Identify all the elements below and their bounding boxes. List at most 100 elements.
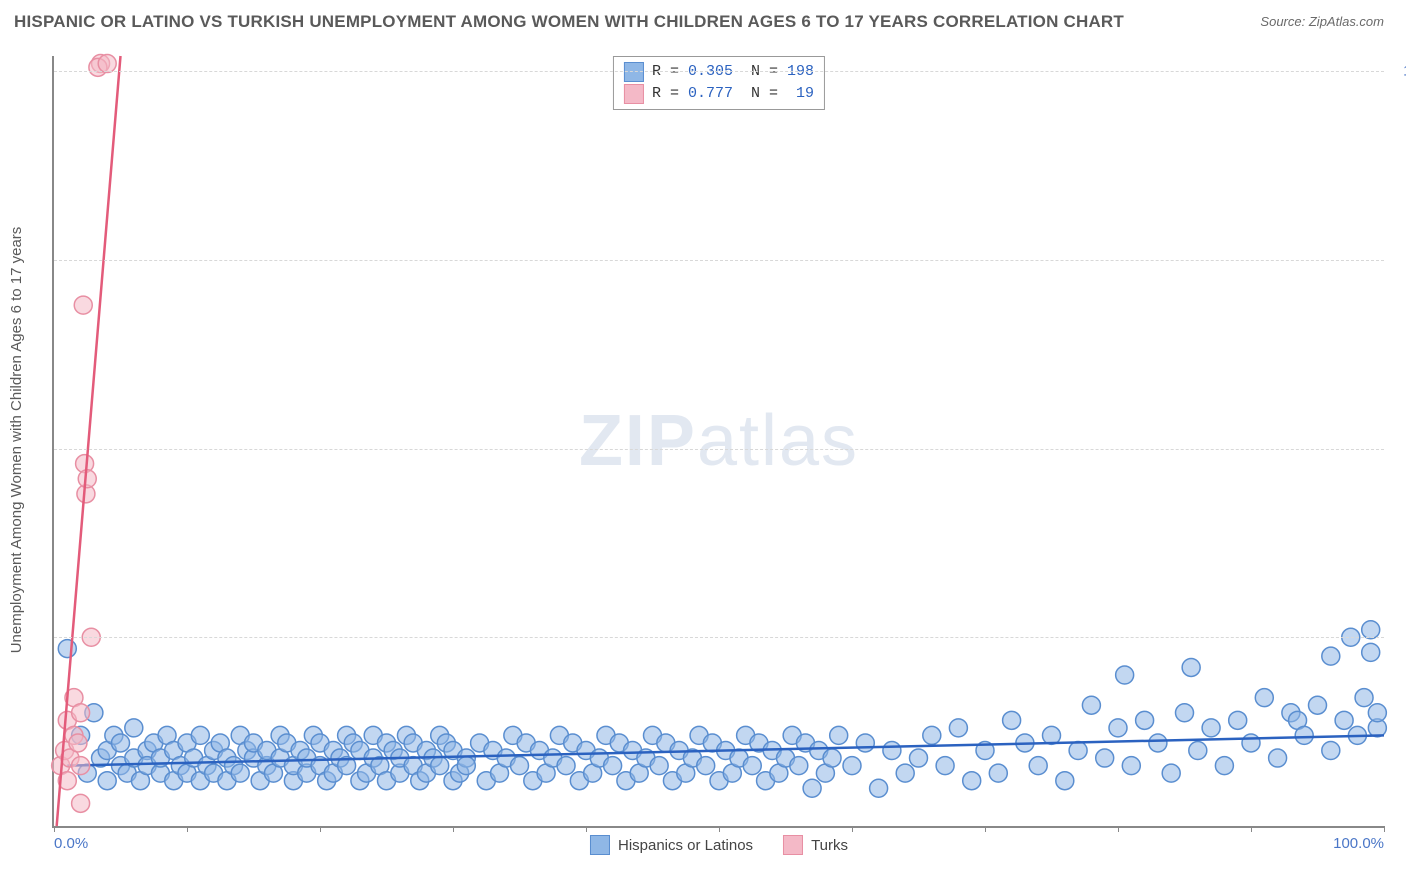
data-point xyxy=(989,764,1007,782)
source-label: Source: xyxy=(1260,14,1305,29)
data-point xyxy=(69,734,87,752)
data-point xyxy=(1335,711,1353,729)
x-tick-mark xyxy=(719,826,720,832)
data-point xyxy=(557,757,575,775)
data-point xyxy=(1109,719,1127,737)
data-point xyxy=(790,757,808,775)
data-point xyxy=(1362,621,1380,639)
data-point xyxy=(431,757,449,775)
chart-svg xyxy=(54,56,1384,826)
source-attribution: Source: ZipAtlas.com xyxy=(1260,14,1384,29)
data-point xyxy=(650,757,668,775)
data-point xyxy=(231,764,249,782)
data-point xyxy=(98,772,116,790)
data-point xyxy=(98,55,116,73)
data-point xyxy=(1029,757,1047,775)
data-point xyxy=(604,757,622,775)
x-tick-mark xyxy=(586,826,587,832)
y-tick-label: 100.0% xyxy=(1394,63,1406,80)
gridline-h xyxy=(54,71,1384,72)
data-point xyxy=(1003,711,1021,729)
y-tick-label: 50.0% xyxy=(1394,440,1406,457)
data-point xyxy=(72,794,90,812)
data-point xyxy=(843,757,861,775)
data-point xyxy=(1295,726,1313,744)
data-point xyxy=(1056,772,1074,790)
data-point xyxy=(511,757,529,775)
data-point xyxy=(830,726,848,744)
swatch-turks-bottom xyxy=(783,835,803,855)
x-tick-mark xyxy=(1251,826,1252,832)
x-tick-mark xyxy=(852,826,853,832)
data-point xyxy=(1069,742,1087,760)
y-tick-label: 25.0% xyxy=(1394,629,1406,646)
legend-label-turks: Turks xyxy=(811,837,848,854)
data-point xyxy=(125,719,143,737)
data-point xyxy=(1162,764,1180,782)
gridline-h xyxy=(54,637,1384,638)
x-tick-mark xyxy=(985,826,986,832)
x-tick-mark xyxy=(453,826,454,832)
chart-container: HISPANIC OR LATINO VS TURKISH UNEMPLOYME… xyxy=(0,0,1406,892)
data-point xyxy=(936,757,954,775)
data-point xyxy=(1215,757,1233,775)
data-point xyxy=(1255,689,1273,707)
x-tick-mark xyxy=(54,826,55,832)
data-point xyxy=(74,296,92,314)
chart-title: HISPANIC OR LATINO VS TURKISH UNEMPLOYME… xyxy=(14,12,1124,32)
data-point xyxy=(963,772,981,790)
data-point xyxy=(1149,734,1167,752)
swatch-hispanic-bottom xyxy=(590,835,610,855)
data-point xyxy=(72,704,90,722)
data-point xyxy=(1176,704,1194,722)
legend-item-hispanic: Hispanics or Latinos xyxy=(590,835,753,855)
data-point xyxy=(1122,757,1140,775)
data-point xyxy=(1136,711,1154,729)
data-point xyxy=(949,719,967,737)
data-point xyxy=(1368,704,1386,722)
data-point xyxy=(1116,666,1134,684)
x-tick-mark xyxy=(1384,826,1385,832)
data-point xyxy=(823,749,841,767)
data-point xyxy=(870,779,888,797)
plot-area: ZIPatlas R = 0.305 N = 198 R = 0.777 N =… xyxy=(52,56,1384,828)
source-value: ZipAtlas.com xyxy=(1309,14,1384,29)
data-point xyxy=(743,757,761,775)
gridline-h xyxy=(54,449,1384,450)
data-point xyxy=(72,757,90,775)
data-point xyxy=(1309,696,1327,714)
data-point xyxy=(1096,749,1114,767)
data-point xyxy=(457,757,475,775)
x-tick-label: 0.0% xyxy=(54,835,88,852)
data-point xyxy=(78,470,96,488)
data-point xyxy=(923,726,941,744)
data-point xyxy=(1189,742,1207,760)
data-point xyxy=(1229,711,1247,729)
data-point xyxy=(883,742,901,760)
x-tick-mark xyxy=(187,826,188,832)
data-point xyxy=(1202,719,1220,737)
data-point xyxy=(1242,734,1260,752)
data-point xyxy=(58,640,76,658)
data-point xyxy=(803,779,821,797)
data-point xyxy=(1082,696,1100,714)
data-point xyxy=(1355,689,1373,707)
x-tick-mark xyxy=(1118,826,1119,832)
data-point xyxy=(1362,643,1380,661)
data-point xyxy=(697,757,715,775)
gridline-h xyxy=(54,260,1384,261)
data-point xyxy=(1269,749,1287,767)
data-point xyxy=(1322,647,1340,665)
legend-label-hispanic: Hispanics or Latinos xyxy=(618,837,753,854)
x-tick-label: 100.0% xyxy=(1333,835,1384,852)
legend-item-turks: Turks xyxy=(783,835,848,855)
data-point xyxy=(1182,658,1200,676)
data-point xyxy=(112,734,130,752)
series-legend: Hispanics or Latinos Turks xyxy=(590,835,848,855)
data-point xyxy=(1322,742,1340,760)
data-point xyxy=(896,764,914,782)
data-point xyxy=(856,734,874,752)
x-tick-mark xyxy=(320,826,321,832)
y-tick-label: 75.0% xyxy=(1394,251,1406,268)
data-point xyxy=(910,749,928,767)
